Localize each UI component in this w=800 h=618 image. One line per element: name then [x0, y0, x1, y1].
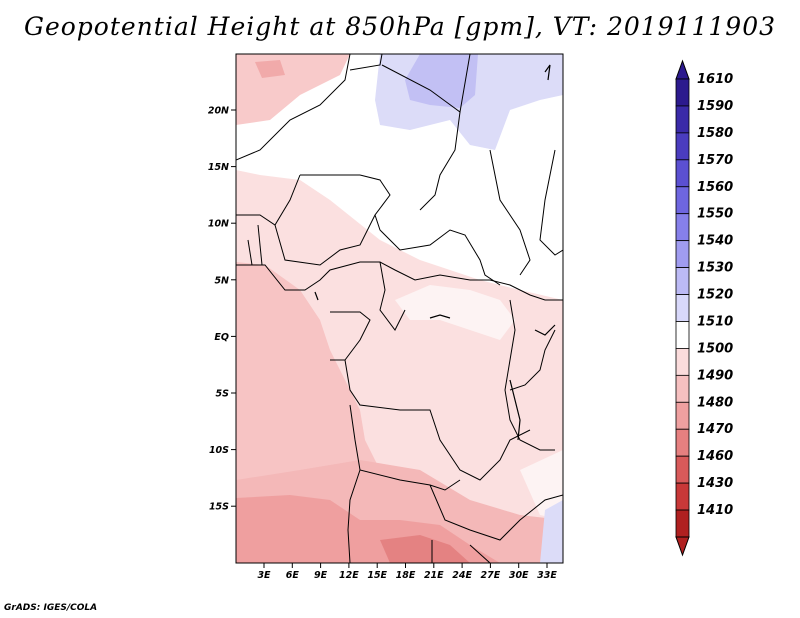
lon-tick-label: 27E [481, 570, 501, 581]
colorbar-label: 1560 [697, 180, 733, 195]
colorbar-swatch [675, 213, 690, 242]
lat-tick-label: 5N [214, 275, 229, 286]
lon-tick-label: 9E [314, 570, 328, 581]
colorbar-label: 1540 [697, 234, 733, 249]
lon-tick-label: 3E [257, 570, 271, 581]
colorbar-swatch [675, 240, 690, 268]
colorbar-swatch [675, 78, 690, 107]
colorbar-swatch [675, 294, 690, 322]
colorbar-swatch [675, 455, 690, 484]
lon-tick-label: 21E [424, 570, 444, 581]
lon-tick-label: 6E [286, 570, 300, 581]
colorbar-swatch [675, 401, 690, 430]
colorbar-swatch [675, 348, 690, 376]
colorbar-label: 1500 [697, 341, 733, 356]
latitude-axis: 20N 15N 10N 5N EQ 5S 10S 15S [208, 106, 236, 513]
lat-tick-label: 10N [208, 219, 229, 230]
colorbar-label: 1520 [697, 288, 733, 303]
colorbar-label: 1580 [697, 126, 733, 141]
lon-tick-label: 18E [396, 570, 416, 581]
lon-tick-label: 15E [367, 570, 387, 581]
longitude-axis: 3E 6E 9E 12E 15E 18E 21E 24E 27E 30E 33E [257, 563, 557, 581]
colorbar-swatch [675, 267, 690, 295]
colorbar: 1610 1590 1580 1570 1560 1550 1540 1530 1520 1510… [675, 59, 733, 557]
colorbar-swatch [675, 105, 690, 134]
colorbar-label: 1590 [697, 99, 733, 114]
colorbar-bottom-arrow [675, 536, 690, 557]
colorbar-swatch [675, 132, 690, 161]
colorbar-label: 1530 [697, 261, 733, 276]
colorbar-label: 1490 [697, 368, 733, 383]
lat-tick-label: 10S [209, 445, 229, 456]
lon-tick-label: 12E [339, 570, 359, 581]
colorbar-label: 1550 [697, 207, 733, 222]
colorbar-top-arrow [675, 59, 690, 80]
colorbar-swatch [675, 186, 690, 215]
lon-tick-label: 33E [537, 570, 557, 581]
map-title: Geopotential Height at 850hPa [gpm], VT:… [23, 12, 777, 41]
lat-tick-label: 5S [216, 389, 230, 400]
colorbar-swatch [675, 374, 690, 403]
lon-tick-label: 30E [509, 570, 529, 581]
colorbar-swatch [675, 159, 690, 188]
lat-tick-label: EQ [214, 332, 229, 343]
colorbar-swatch [675, 321, 690, 349]
colorbar-label: 1410 [697, 503, 733, 518]
lat-tick-label: 20N [208, 106, 229, 117]
field-shading [236, 54, 563, 563]
colorbar-label: 1430 [697, 476, 733, 491]
colorbar-label: 1610 [697, 72, 733, 87]
colorbar-swatch [675, 482, 690, 511]
grads-credit: GrADS: IGES/COLA [4, 603, 98, 613]
colorbar-label: 1510 [697, 314, 733, 329]
colorbar-swatch [675, 509, 690, 538]
colorbar-label: 1570 [697, 153, 733, 168]
lat-tick-label: 15N [208, 162, 229, 173]
lon-tick-label: 24E [452, 570, 472, 581]
colorbar-swatch [675, 428, 690, 457]
colorbar-label: 1470 [697, 422, 733, 437]
lake-outlines [314, 64, 556, 441]
country-borders [236, 54, 563, 563]
map-frame [235, 53, 564, 564]
colorbar-label: 1460 [697, 449, 733, 464]
lat-tick-label: 15S [209, 502, 229, 513]
colorbar-label: 1480 [697, 395, 733, 410]
